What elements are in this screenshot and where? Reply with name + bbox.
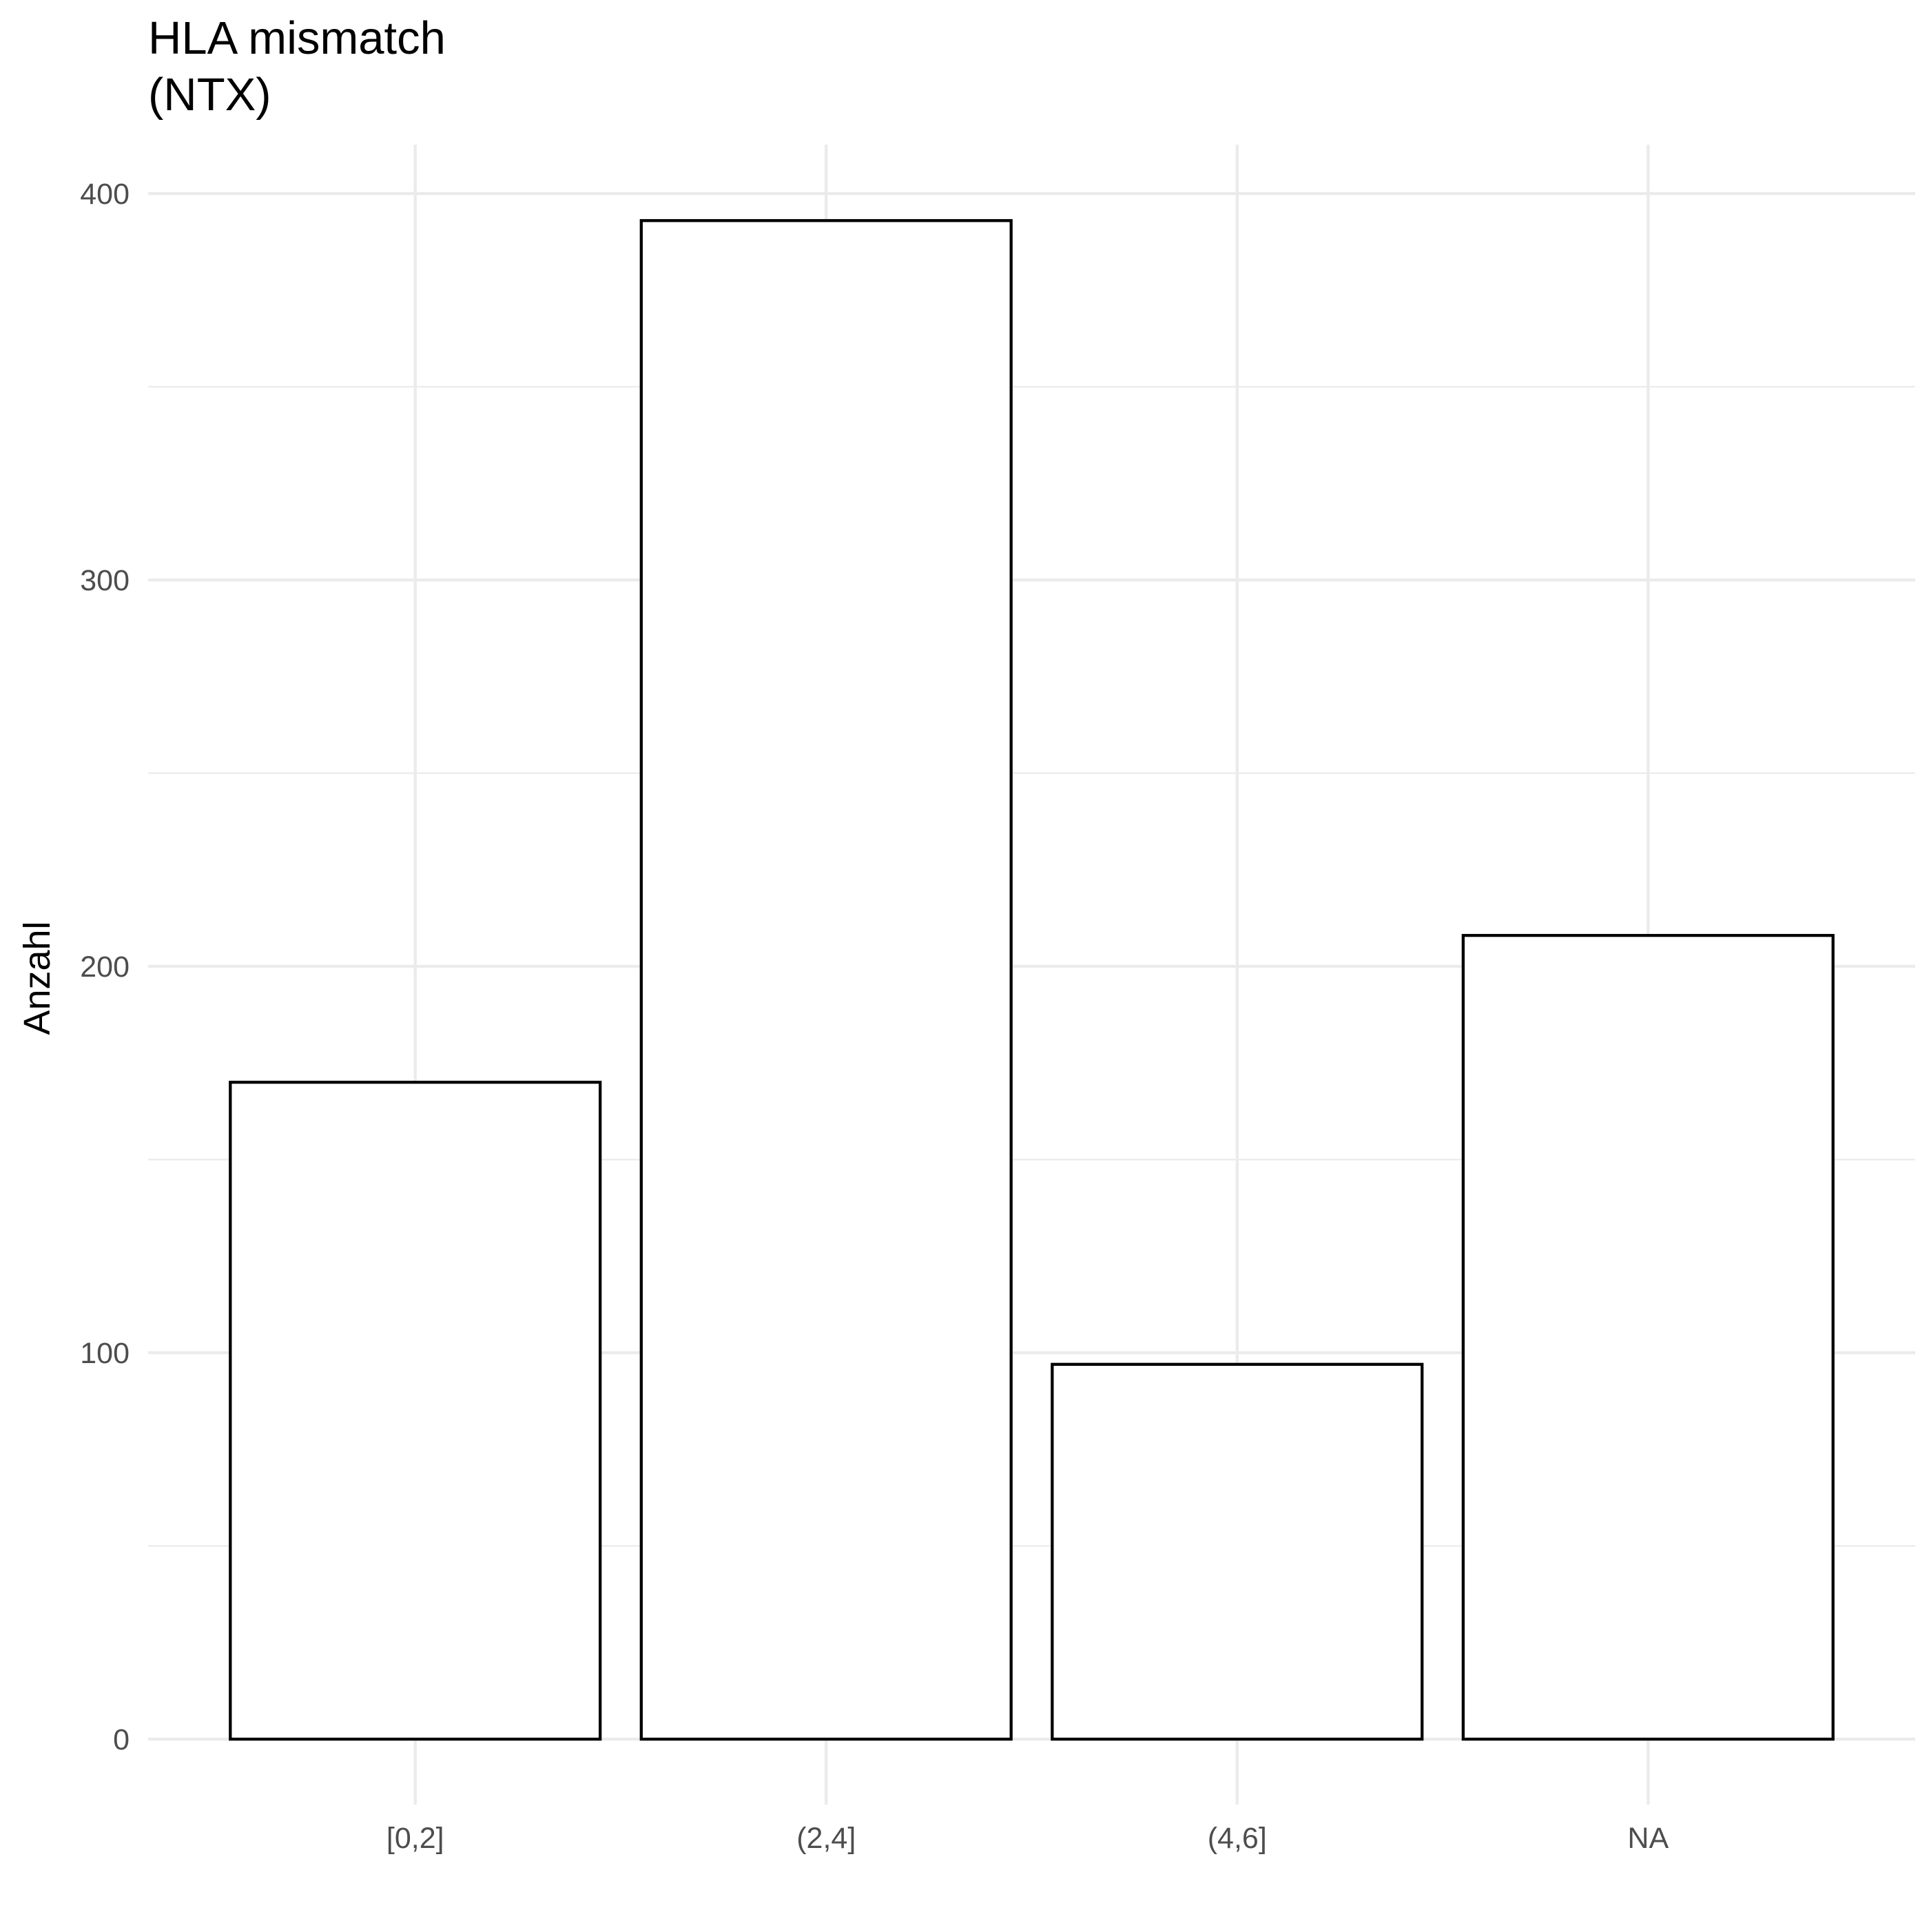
labels-layer: 0 100 200 300 400 [0,2] (2,4] (4,6] NA bbox=[80, 178, 1669, 1855]
y-axis-title: Anzahl bbox=[17, 921, 58, 1035]
x-tick-label: (4,6] bbox=[1208, 1822, 1267, 1855]
chart-title-line-2: (NTX) bbox=[148, 69, 271, 121]
y-tick-label: 0 bbox=[113, 1723, 130, 1756]
bar bbox=[1051, 1362, 1424, 1741]
bar bbox=[1461, 933, 1835, 1741]
x-tick-label: (2,4] bbox=[796, 1822, 856, 1855]
x-tick-label: [0,2] bbox=[386, 1822, 444, 1855]
bar bbox=[229, 1081, 602, 1741]
y-tick-label: 200 bbox=[80, 951, 130, 984]
chart-title-line-1: HLA mismatch bbox=[148, 12, 446, 64]
y-tick-label: 300 bbox=[80, 564, 130, 597]
x-tick-label: NA bbox=[1627, 1822, 1669, 1855]
bar bbox=[639, 219, 1013, 1741]
y-tick-label: 400 bbox=[80, 178, 130, 211]
y-tick-label: 100 bbox=[80, 1337, 130, 1370]
bars-layer bbox=[229, 219, 1835, 1741]
